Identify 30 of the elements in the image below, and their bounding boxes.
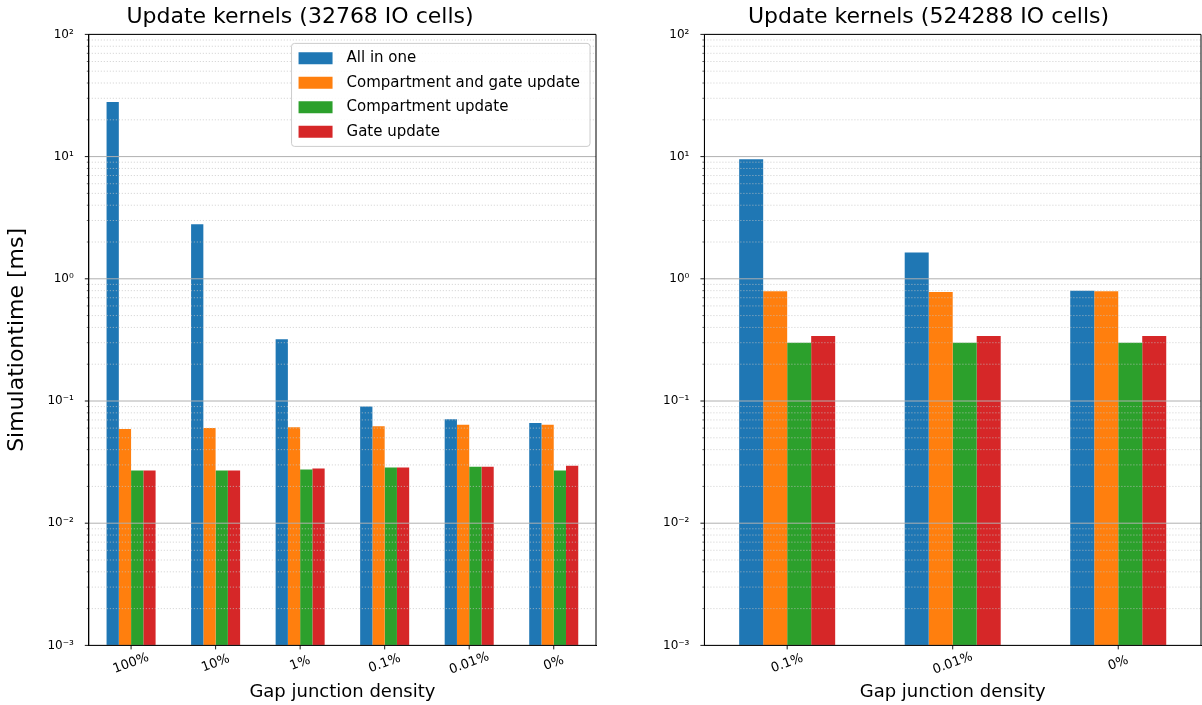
x-axis-title: Gap junction density xyxy=(249,679,436,701)
y-tick-label: 10⁻² xyxy=(47,515,74,530)
legend-label: All in one xyxy=(346,48,417,67)
legend-label: Compartment and gate update xyxy=(346,72,580,91)
y-tick-label: 10² xyxy=(669,26,690,41)
legend-label: Compartment update xyxy=(346,97,509,116)
y-tick-label: 10⁻³ xyxy=(662,637,690,652)
legend-label: Gate update xyxy=(346,121,441,140)
y-tick-label: 10⁻² xyxy=(662,515,690,530)
chart-title: Update kernels (524288 IO cells) xyxy=(747,2,1110,28)
y-tick-label: 10⁰ xyxy=(53,270,74,285)
y-axis-title: Simulationtime [ms] xyxy=(2,227,28,452)
y-tick-label: 10² xyxy=(53,26,74,41)
y-tick-label: 10⁻¹ xyxy=(662,393,690,408)
chart-title: Update kernels (32768 IO cells) xyxy=(126,2,474,28)
y-tick-label: 10⁰ xyxy=(669,270,690,285)
x-tick-label: 0% xyxy=(1105,651,1131,673)
x-tick-label: 0.01% xyxy=(930,648,975,677)
y-tick-label: 10⁻¹ xyxy=(47,393,74,408)
x-tick-label: 0.1% xyxy=(768,649,805,676)
x-axis-title: Gap junction density xyxy=(859,679,1047,701)
x-tick-label: 10% xyxy=(199,650,232,675)
y-tick-label: 10¹ xyxy=(53,148,74,163)
x-tick-label: 0.1% xyxy=(366,649,403,676)
x-tick-label: 0.01% xyxy=(446,648,491,677)
x-tick-label: 1% xyxy=(287,651,313,673)
y-tick-label: 10¹ xyxy=(669,148,690,163)
x-tick-label: 0% xyxy=(541,651,566,673)
y-tick-label: 10⁻³ xyxy=(47,637,74,652)
x-tick-label: 100% xyxy=(110,648,151,676)
